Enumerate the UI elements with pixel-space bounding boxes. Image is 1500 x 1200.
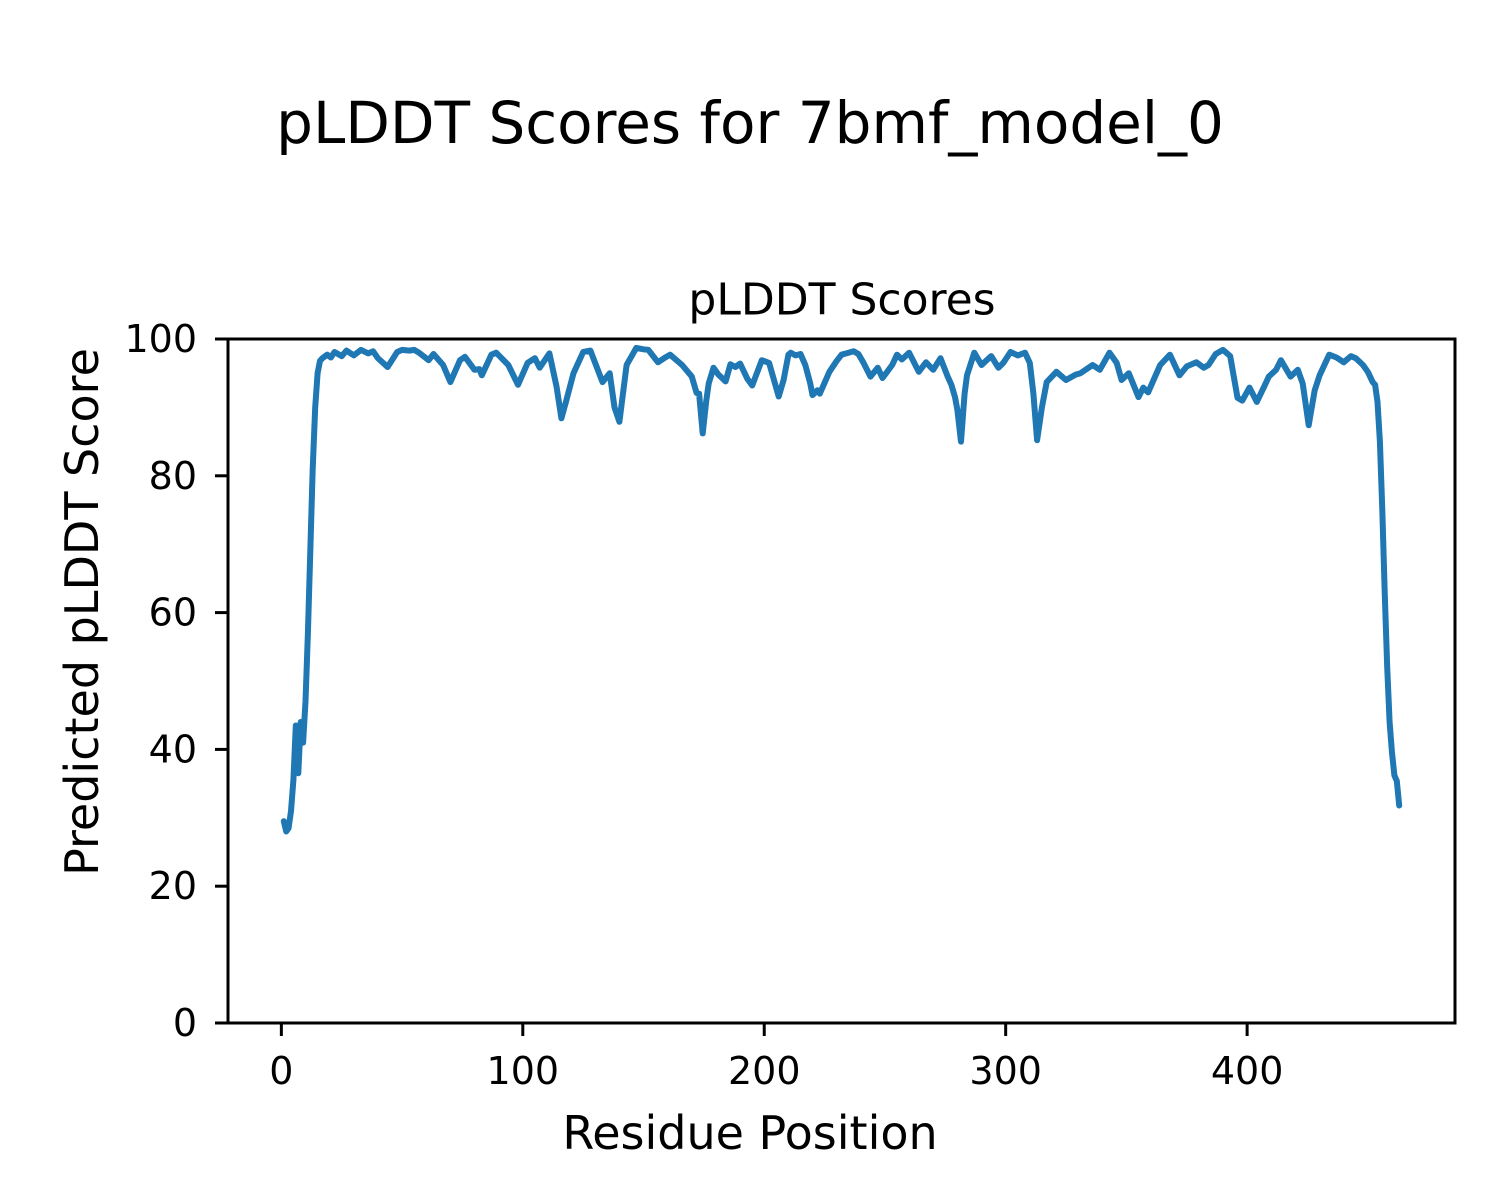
x-tick-label: 400 xyxy=(1211,1049,1284,1093)
y-tick-label: 100 xyxy=(124,317,197,361)
y-tick-label: 0 xyxy=(173,1001,197,1045)
figure-title: pLDDT Scores for 7bmf_model_0 xyxy=(276,89,1224,157)
axes-frame xyxy=(226,337,1457,1025)
axes-title: pLDDT Scores xyxy=(688,274,996,326)
x-axis-ticks: 0 100 200 300 400 xyxy=(269,1023,1283,1093)
plddt-line xyxy=(280,344,1403,835)
x-tick-label: 200 xyxy=(728,1049,801,1093)
x-axis-label: Residue Position xyxy=(562,1106,938,1160)
x-tick-label: 100 xyxy=(487,1049,560,1093)
y-tick-label: 80 xyxy=(149,454,197,498)
y-tick-label: 60 xyxy=(149,591,197,635)
y-axis-ticks: 0 20 40 60 80 100 xyxy=(124,317,228,1045)
x-tick-label: 300 xyxy=(969,1049,1042,1093)
y-tick-label: 40 xyxy=(149,727,197,771)
x-tick-label: 0 xyxy=(269,1049,293,1093)
y-tick-label: 20 xyxy=(149,864,197,908)
